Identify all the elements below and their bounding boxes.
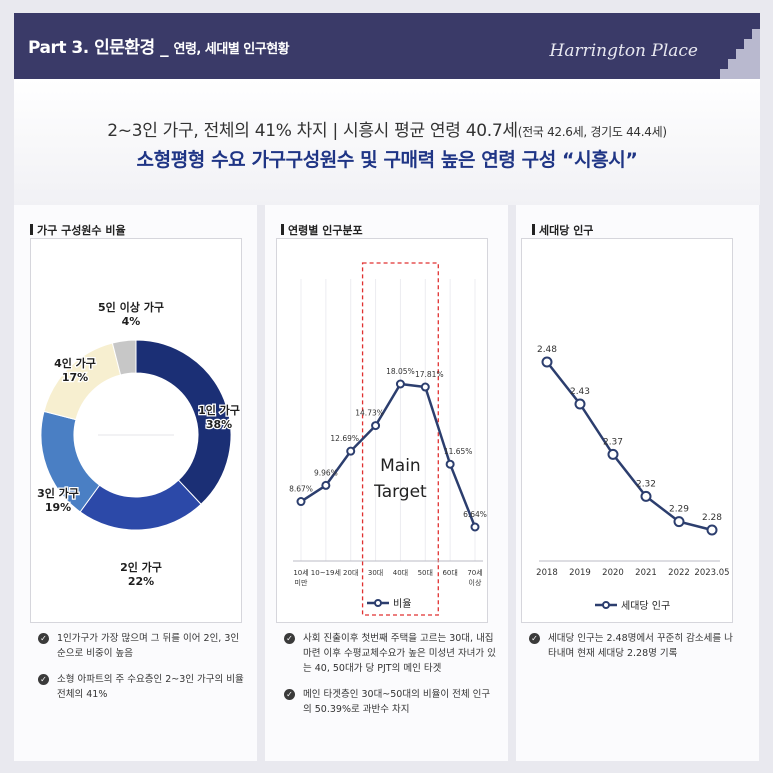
x-tick-label: 이상 xyxy=(469,578,482,587)
x-tick-label: 70세 xyxy=(467,568,482,577)
check-icon: ✓ xyxy=(284,633,295,644)
headline-panel: 2~3인 가구, 전체의 41% 차지 | 시흥시 평균 연령 40.7세(전국… xyxy=(14,79,760,205)
age-chart-card: Main Target 8.67% 9.96% 12.69% 14.73% 18.05% 17… xyxy=(276,238,488,623)
data-point xyxy=(321,480,331,490)
household-chart-card: 1인 가구 38% 2인 가구 22% 3인 가구 19% 4인 가구 17% 5인 이상 가구… xyxy=(30,238,242,623)
main-target-label-2: Target xyxy=(373,482,427,502)
age-line-chart: Main Target 8.67%9.96% 12.69% 14.73% 18.05% 17… xyxy=(289,262,487,616)
data-point xyxy=(640,490,652,502)
x-tick-label: 2023.05 xyxy=(694,568,729,578)
x-tick-label: 2019 xyxy=(569,568,591,578)
data-point xyxy=(296,497,306,507)
data-point xyxy=(607,448,619,460)
legend-marker xyxy=(602,601,610,609)
data-label: 9.96% xyxy=(314,468,338,477)
x-tick-label: 2018 xyxy=(536,568,558,578)
series-line xyxy=(300,382,477,528)
perhh-note-1: ✓ 세대당 인구는 2.48명에서 꾸준히 감소세를 나타내며 현재 세대당 2.… xyxy=(529,631,741,661)
check-icon: ✓ xyxy=(529,633,540,644)
x-tick-label: 10~19세 xyxy=(311,568,341,577)
perhh-line-chart: 2.48 2.43 2.37 2.32 2.29 2.28 2018 2019 2020 2021… xyxy=(536,345,729,612)
donut-value-label: 38% xyxy=(206,418,232,431)
legend-label: 비율 xyxy=(393,598,411,610)
data-point xyxy=(470,522,480,532)
steps-decoration xyxy=(720,29,760,79)
data-point xyxy=(371,421,381,431)
donut-value-label: 4% xyxy=(122,315,141,328)
data-label: 2.28 xyxy=(702,513,722,523)
household-title: 가구 구성원수 비율 xyxy=(30,222,126,238)
perhh-notes: ✓ 세대당 인구는 2.48명에서 꾸준히 감소세를 나타내며 현재 세대당 2.… xyxy=(529,631,741,731)
data-point xyxy=(706,524,718,536)
household-notes: ✓ 1인가구가 가장 많으며 그 뒤를 이어 2인, 3인 순으로 비중이 높음 … xyxy=(38,631,250,731)
data-label: 17.81% xyxy=(415,370,444,379)
x-tick-label: 2022 xyxy=(668,568,690,578)
part-subtitle: 연령, 세대별 인구현황 xyxy=(173,42,290,57)
perhh-chart-card: 2.48 2.43 2.37 2.32 2.29 2.28 2018 2019 2020 2021… xyxy=(521,238,733,623)
age-notes: ✓ 사회 진출이후 첫번째 주택을 고르는 30대, 내집 마련 이후 수평교체수… xyxy=(284,631,496,731)
data-label: 2.37 xyxy=(603,437,623,447)
x-tick-label: 2020 xyxy=(602,568,624,578)
x-tick-label: 10세 xyxy=(293,568,308,577)
headline-line2: 소형평형 수요 가구구성원수 및 구매력 높은 연령 구성 “시흥시” xyxy=(136,149,638,171)
data-label: 2.32 xyxy=(636,479,656,489)
data-point xyxy=(346,446,356,456)
data-point xyxy=(445,459,455,469)
donut-slice xyxy=(111,339,137,376)
donut-category-label: 5인 이상 가구 xyxy=(98,300,164,314)
data-label: 18.05% xyxy=(386,367,415,376)
perhh-title: 세대당 인구 xyxy=(532,222,593,238)
check-icon: ✓ xyxy=(284,689,295,700)
data-point xyxy=(541,356,553,368)
donut-category-label: 1인 가구 xyxy=(198,403,240,417)
data-label: 2.48 xyxy=(537,345,557,355)
data-label: 8.67% xyxy=(289,485,313,494)
donut-category-label: 2인 가구 xyxy=(120,560,162,574)
legend-label: 세대당 인구 xyxy=(621,600,670,612)
age-note-1: ✓ 사회 진출이후 첫번째 주택을 고르는 30대, 내집 마련 이후 수평교체수… xyxy=(284,631,496,676)
donut-category-label: 3인 가구 xyxy=(37,486,79,500)
part-title: Part 3. 인문환경 _ 연령, 세대별 인구현황 xyxy=(28,38,290,58)
donut-category-label: 4인 가구 xyxy=(54,356,96,370)
x-tick-label: 60대 xyxy=(442,569,457,577)
x-tick-label: 2021 xyxy=(635,568,657,578)
x-tick-label: 40대 xyxy=(393,569,408,577)
x-tick-label: 20대 xyxy=(343,569,358,577)
headline-line1-note: (전국 42.6세, 경기도 44.4세) xyxy=(517,125,667,139)
donut-value-label: 17% xyxy=(62,371,88,384)
donut-value-label: 22% xyxy=(128,575,154,588)
data-label: 12.69% xyxy=(330,434,359,443)
data-point xyxy=(420,382,430,392)
check-icon: ✓ xyxy=(38,633,49,644)
legend-marker xyxy=(374,599,382,607)
data-label: 2.43 xyxy=(570,387,590,397)
brand-logo: Harrington Place xyxy=(549,41,699,61)
data-point xyxy=(673,516,685,528)
data-label: 6.64% xyxy=(463,510,487,519)
x-tick-label: 30대 xyxy=(368,569,383,577)
header-banner: Part 3. 인문환경 _ 연령, 세대별 인구현황 Harrington P… xyxy=(14,13,760,79)
check-icon: ✓ xyxy=(38,674,49,685)
x-tick-label: 미만 xyxy=(295,578,308,587)
data-label: 11.65% xyxy=(444,447,473,456)
data-point xyxy=(574,398,586,410)
household-note-1: ✓ 1인가구가 가장 많으며 그 뒤를 이어 2인, 3인 순으로 비중이 높음 xyxy=(38,631,250,661)
data-label: 2.29 xyxy=(669,505,689,515)
donut-value-label: 19% xyxy=(45,501,71,514)
main-target-label-1: Main xyxy=(380,456,421,476)
x-tick-label: 50대 xyxy=(418,569,433,577)
data-point xyxy=(395,379,405,389)
headline-line1: 2~3인 가구, 전체의 41% 차지 | 시흥시 평균 연령 40.7세(전국… xyxy=(107,121,667,141)
series-line xyxy=(546,361,713,532)
household-note-2: ✓ 소형 아파트의 주 수요층인 2~3인 가구의 비율 전체의 41% xyxy=(38,672,250,702)
age-note-2: ✓ 메인 타겟층인 30대~50대의 비율이 전체 인구의 50.39%로 과반수… xyxy=(284,687,496,717)
data-label: 14.73% xyxy=(355,409,384,418)
age-title: 연령별 인구분포 xyxy=(281,222,363,238)
donut-slice xyxy=(135,339,232,505)
